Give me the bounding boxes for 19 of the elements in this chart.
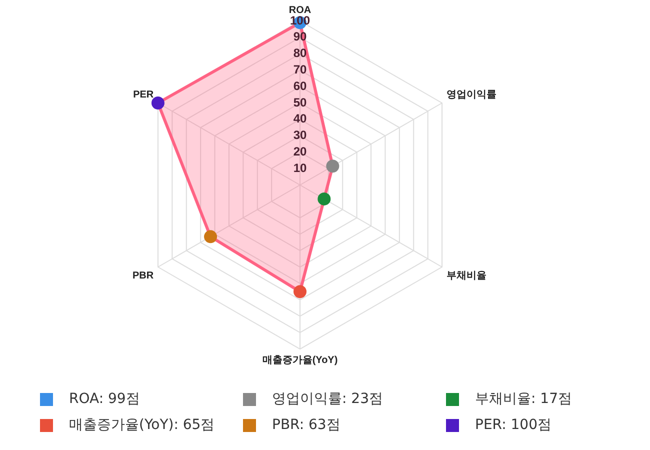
spoke-label: 부채비율: [446, 270, 486, 282]
spoke-label: PER: [133, 89, 154, 100]
y-tick-label: 20: [293, 144, 307, 159]
text: PER: 100점: [475, 416, 552, 434]
spoke-label: 매출증가율(YoY): [262, 354, 338, 366]
y-tick-label: 50: [293, 95, 307, 110]
text: ROA: 99점: [69, 390, 140, 408]
spoke-label: 영업이익률: [446, 89, 496, 100]
y-tick-label: 10: [293, 160, 307, 175]
text: 부채비율: 17점: [475, 390, 572, 408]
y-tick-label: 70: [293, 62, 307, 77]
spoke-label: PBR: [132, 270, 154, 282]
text: 영업이익률: 23점: [272, 390, 383, 408]
spoke-label: ROA: [288, 4, 312, 16]
y-tick-label: 40: [293, 112, 307, 126]
y-tick-label: 30: [293, 128, 307, 142]
y-tick-label: 60: [293, 78, 307, 93]
text: PBR: 63점: [272, 416, 340, 434]
text: 매출증가율(YoY): 65점: [69, 416, 215, 434]
